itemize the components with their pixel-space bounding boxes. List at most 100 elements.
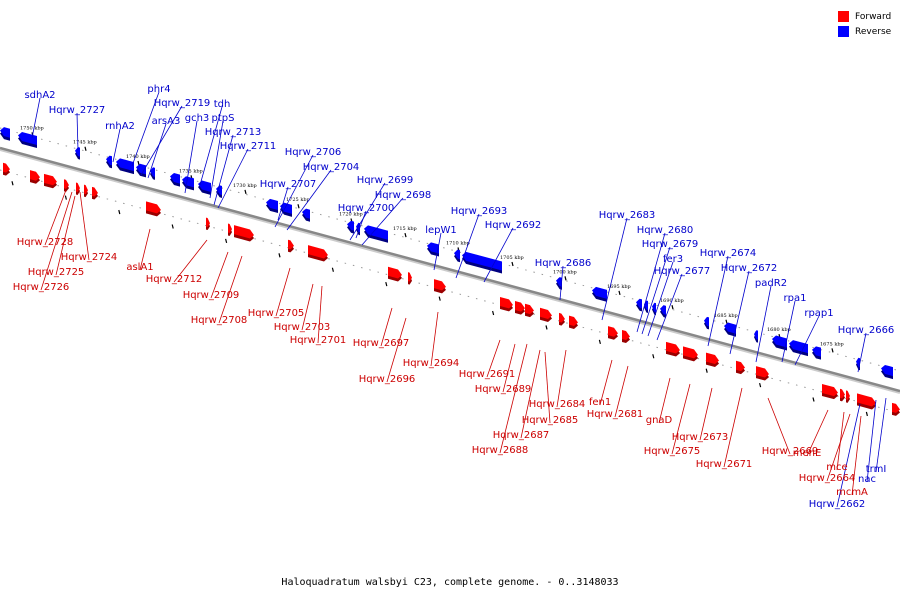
gene-body	[704, 316, 709, 327]
reverse-gene	[660, 305, 666, 318]
gene-name: Hqrw_2691	[459, 369, 516, 380]
gene-label: sdhA2	[24, 90, 56, 139]
gene-label: fen1	[589, 359, 613, 408]
forward-tick	[64, 195, 67, 200]
reverse-gene	[704, 316, 709, 330]
gene-body	[30, 170, 40, 181]
leader-line	[601, 217, 628, 321]
forward-gene	[308, 245, 328, 262]
gene-name: Hqrw_2681	[587, 409, 644, 420]
gene-name: Hqrw_2701	[290, 335, 347, 346]
scale-label: 1725 kbp	[286, 197, 310, 203]
gene-body	[500, 297, 513, 309]
reverse-gene	[182, 176, 194, 191]
forward-tick	[598, 339, 601, 344]
reverse-gene	[116, 158, 134, 175]
leader-line	[599, 359, 613, 406]
gene-label: Hqrw_2662	[809, 403, 865, 510]
gene-name: Hqrw_2687	[493, 430, 550, 441]
gene-name: Hqrw_2706	[285, 147, 342, 158]
leader-line	[502, 343, 516, 393]
gene-label: Hqrw_2683	[599, 210, 655, 321]
forward-gene	[92, 186, 98, 200]
gene-name: rnhA2	[105, 121, 135, 132]
gene-name: rpa1	[784, 293, 807, 304]
scale-label: 1750 kbp	[20, 125, 44, 131]
gene-name: sdhA2	[24, 90, 55, 101]
gene-label: Hqrw_2677	[654, 266, 710, 341]
forward-gene	[756, 366, 769, 381]
forward-tick	[812, 397, 815, 402]
forward-gene	[822, 383, 838, 400]
gene-name: menE	[793, 448, 822, 459]
gene-name: fen1	[589, 397, 611, 408]
gene-label: Hqrw_2726	[13, 191, 73, 293]
gene-label: Hqrw_2696	[359, 317, 415, 385]
gene-label: Hqrw_2674	[700, 248, 757, 347]
gene-body	[454, 249, 460, 260]
gene-name: Hqrw_2713	[205, 127, 262, 138]
forward-gene	[666, 341, 680, 357]
gene-body	[706, 352, 719, 365]
gene-label: Hqrw_2664	[799, 413, 856, 484]
gene-name: Hqrw_2697	[353, 338, 410, 349]
legend-forward: Forward	[838, 9, 891, 24]
forward-tick	[11, 181, 14, 186]
reverse-gene	[462, 251, 502, 274]
gene-label: Hqrw_2686	[535, 258, 591, 301]
gene-body	[198, 180, 211, 192]
forward-tick	[705, 368, 708, 373]
gene-name: Hqrw_2684	[529, 399, 586, 410]
gene-label: Hqrw_2679	[641, 239, 698, 335]
forward-gene	[515, 301, 525, 315]
forward-gene	[569, 315, 578, 329]
gene-label: Hqrw_2666	[838, 325, 894, 373]
forward-tick	[118, 209, 121, 215]
gene-body	[302, 208, 310, 219]
gene-label: padR2	[755, 278, 787, 363]
gene-body	[724, 322, 736, 334]
leader-line	[199, 106, 223, 186]
forward-gene	[500, 297, 513, 312]
gene-body	[840, 388, 845, 399]
gene-body	[106, 155, 112, 166]
scale-label: 1705 kbp	[500, 255, 524, 261]
forward-gene	[683, 346, 698, 362]
reverse-gene	[106, 155, 112, 169]
gene-body	[364, 225, 388, 240]
gene-label: Hqrw_2700	[338, 203, 394, 239]
forward-gene	[3, 162, 10, 176]
forward-tick	[438, 296, 441, 301]
gene-label: gnaD	[646, 377, 673, 426]
gene-label: Hqrw_2727	[49, 105, 105, 151]
leader-line	[866, 399, 877, 483]
leader-line	[836, 403, 861, 508]
genome-caption: Haloquadratum walsbyi C23, complete geno…	[281, 577, 619, 588]
forward-gene	[388, 266, 402, 282]
gene-label: Hqrw_2675	[644, 383, 700, 457]
scale-tick	[244, 189, 247, 195]
gene-label: rpap1	[794, 308, 834, 366]
leader-line	[31, 97, 41, 139]
gene-label: Hqrw_2691	[459, 339, 516, 380]
reverse-gene	[652, 302, 656, 316]
gene-name: gnaD	[646, 415, 673, 426]
gene-name: trmI	[866, 464, 887, 475]
gene-body	[182, 176, 194, 188]
leader-line	[656, 273, 683, 341]
gene-label: Hqrw_2698	[361, 190, 431, 246]
gene-body	[736, 360, 745, 372]
gene-label: Hqrw_2671	[696, 387, 752, 470]
reverse-gene	[136, 163, 146, 178]
reverse-gene	[280, 202, 292, 217]
forward-gene	[622, 329, 630, 344]
gene-name: Hqrw_2673	[672, 432, 729, 443]
gene-name: Hqrw_2664	[799, 473, 856, 484]
gene-name: Hqrw_2674	[700, 248, 757, 259]
scale-tick	[137, 160, 140, 166]
leader-line	[520, 349, 541, 439]
forward-gene	[30, 170, 40, 184]
gene-name: gch3	[185, 113, 210, 124]
gene-name: Hqrw_2669	[762, 446, 819, 457]
